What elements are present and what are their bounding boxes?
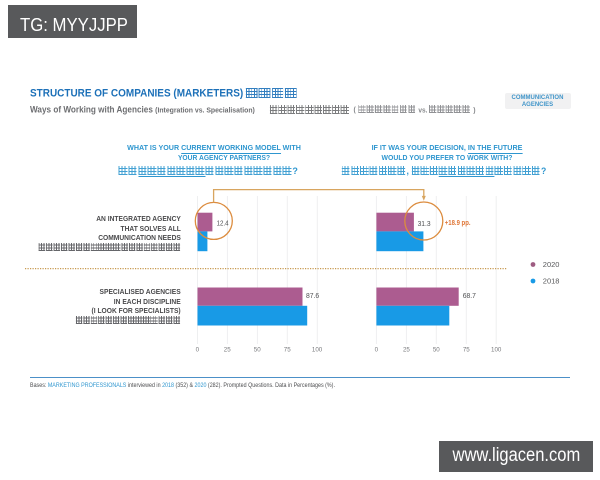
svg-text:75: 75	[463, 346, 470, 353]
svg-text:100: 100	[491, 346, 502, 353]
svg-text:25: 25	[224, 346, 231, 353]
svg-text:87.6: 87.6	[306, 291, 319, 300]
svg-text:+18.9 pp.: +18.9 pp.	[445, 218, 471, 227]
svg-text:25: 25	[403, 346, 410, 353]
svg-text:12.4: 12.4	[217, 219, 229, 228]
svg-text:0: 0	[196, 346, 200, 353]
svg-text:68.7: 68.7	[463, 291, 476, 300]
svg-text:50: 50	[254, 346, 261, 353]
svg-text:2018: 2018	[543, 277, 560, 286]
svg-text:31.3: 31.3	[418, 219, 431, 228]
svg-text:0: 0	[375, 346, 379, 353]
svg-text:50: 50	[433, 346, 440, 353]
svg-text:2020: 2020	[543, 260, 560, 269]
svg-text:100: 100	[312, 346, 323, 353]
svg-text:75: 75	[284, 346, 291, 353]
